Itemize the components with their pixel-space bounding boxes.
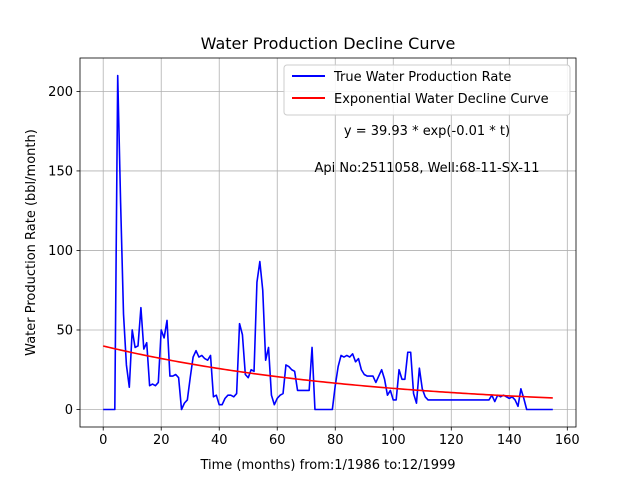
axis-ticks: 0 20 40 60 80 100 120 140 160 0 50 100 150 200: [48, 85, 580, 448]
legend: True Water Production Rate Exponential W…: [283, 64, 571, 116]
series-line-exponential-curve: [103, 345, 553, 399]
y-tick-label: 100: [48, 244, 73, 259]
y-tick-label: 0: [65, 403, 73, 418]
series-line-true-rate: [103, 74, 553, 411]
x-tick-label: 100: [381, 433, 406, 448]
x-tick-label: 40: [211, 433, 228, 448]
y-axis-label: Water Production Rate (bbl/month): [24, 129, 39, 356]
x-tick-label: 80: [327, 433, 344, 448]
x-tick-label: 0: [99, 433, 107, 448]
x-tick-label: 160: [555, 433, 580, 448]
chart-title: Water Production Decline Curve: [201, 34, 456, 53]
legend-box: [283, 64, 571, 116]
series-layer: [103, 74, 553, 411]
well-annotation: Api No:2511058, Well:68-11-SX-11: [314, 161, 539, 176]
x-tick-label: 60: [269, 433, 286, 448]
x-tick-label: 120: [439, 433, 464, 448]
legend-label-true-rate: True Water Production Rate: [333, 70, 511, 85]
y-tick-label: 200: [48, 85, 73, 100]
equation-annotation: y = 39.93 * exp(-0.01 * t): [344, 124, 510, 139]
y-tick-label: 50: [56, 323, 73, 338]
x-tick-label: 140: [497, 433, 522, 448]
legend-label-exponential-curve: Exponential Water Decline Curve: [334, 92, 549, 107]
x-axis-label: Time (months) from:1/1986 to:12/1999: [199, 458, 455, 473]
plot-frame: [79, 57, 577, 428]
y-tick-label: 150: [48, 164, 73, 179]
x-tick-label: 20: [153, 433, 170, 448]
